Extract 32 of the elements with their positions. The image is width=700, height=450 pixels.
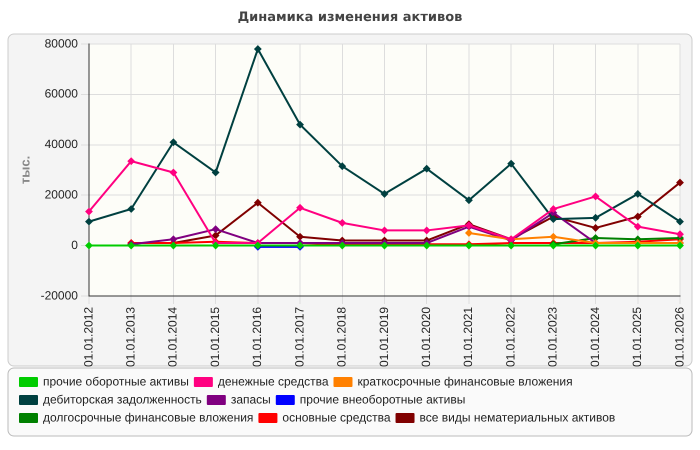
legend-label: все виды нематериальных активов (420, 410, 616, 424)
legend-label: прочие внеоборотные активы (300, 392, 466, 406)
x-tick-label: 01.01.2022 (503, 306, 518, 368)
x-tick-label: 01.01.2016 (250, 306, 264, 368)
y-tick-label: 60000 (44, 86, 78, 101)
legend-label: основные средства (282, 410, 391, 424)
x-tick-label: 01.01.2015 (208, 306, 222, 368)
chart-title: Динамика изменения активов (236, 9, 464, 27)
x-tick-label: 01.01.2020 (419, 306, 434, 368)
x-tick-label: 01.01.2025 (630, 306, 644, 368)
x-tick-label: 01.01.2023 (546, 306, 560, 368)
x-tick-label: 01.01.2013 (123, 306, 138, 368)
y-tick-label: 40000 (44, 137, 78, 152)
x-tick-label: 01.01.2017 (292, 306, 306, 368)
legend-label: запасы (230, 392, 271, 406)
x-tick-label: 01.01.2012 (81, 306, 96, 368)
legend-label: денежные средства (218, 374, 329, 388)
y-axis-title: тыс. (17, 156, 32, 184)
legend-label: дебиторская задолженность (43, 392, 202, 406)
legend-label: долгосрочные финансовые вложения (43, 410, 254, 424)
y-tick-label: 80000 (44, 36, 78, 50)
x-tick-label: 01.01.2014 (166, 306, 180, 368)
y-tick-label: -20000 (40, 288, 78, 302)
x-tick-label: 01.01.2026 (672, 306, 686, 368)
legend-label: прочие оборотные активы (43, 374, 189, 388)
y-tick-label: 20000 (44, 187, 78, 202)
legend-label: краткосрочные финансовые вложения (357, 374, 573, 388)
x-tick-label: 01.01.2024 (588, 306, 602, 368)
x-tick-label: 01.01.2021 (461, 306, 476, 368)
x-tick-label: 01.01.2018 (334, 306, 349, 368)
x-tick-label: 01.01.2019 (376, 306, 391, 368)
y-tick-label: 0 (71, 238, 78, 252)
